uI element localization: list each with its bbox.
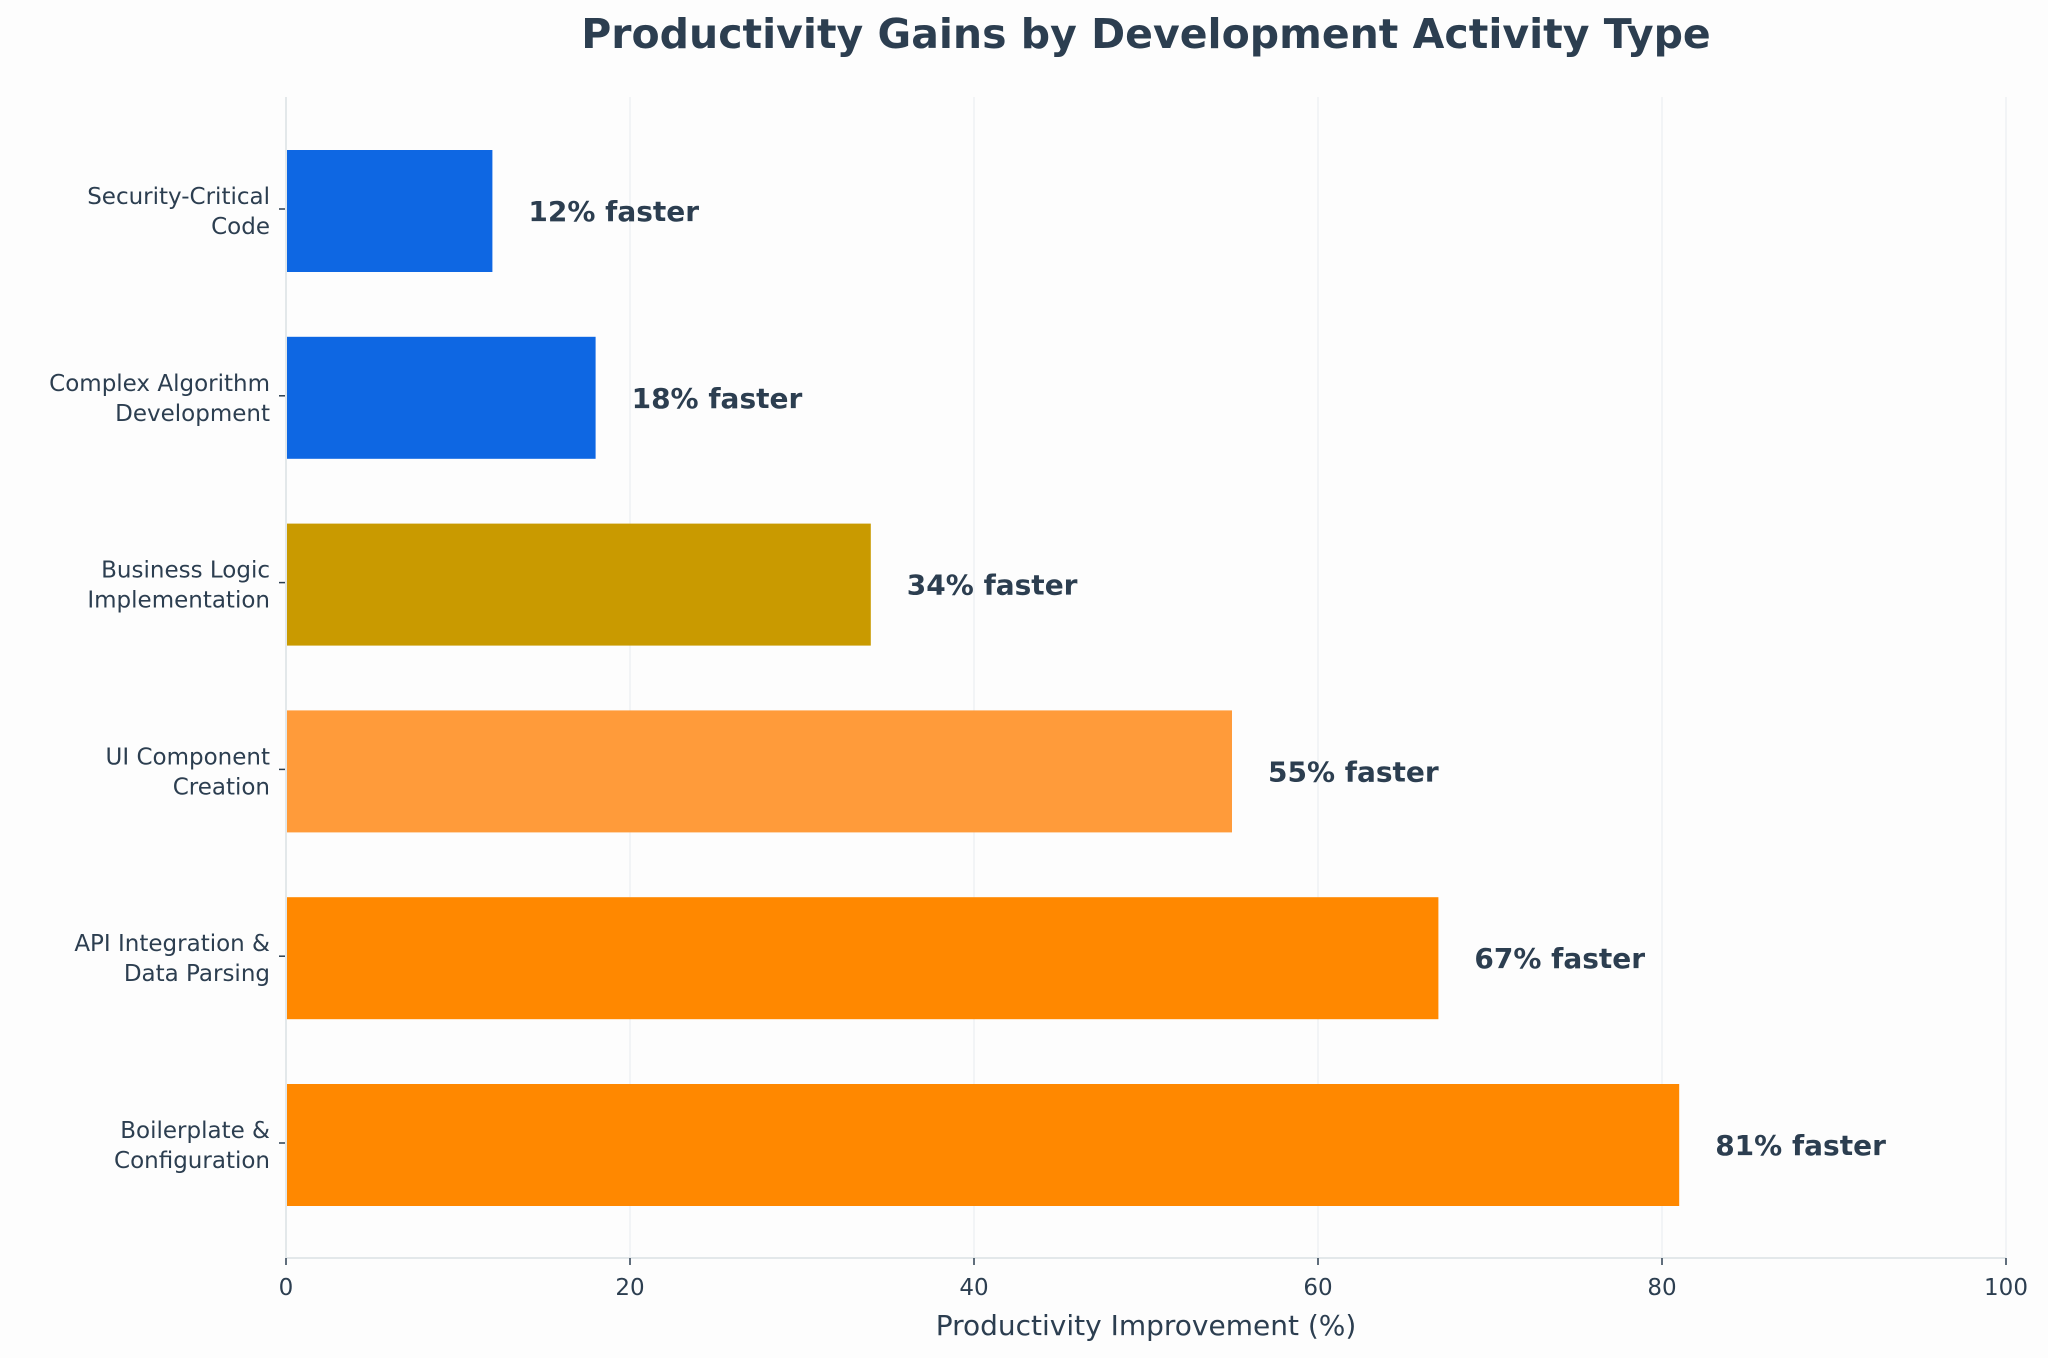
y-tick-label: API Integration & Data Parsing xyxy=(74,931,270,987)
y-tick-label: Complex Algorithm Development xyxy=(49,371,270,427)
x-tick-label: 80 xyxy=(1647,1275,1676,1301)
y-tick-label-line: Business Logic xyxy=(101,558,270,584)
data-label: 18% faster xyxy=(632,382,803,415)
y-tick-label-line: Security-Critical xyxy=(87,184,270,210)
y-tick-label: Boilerplate & Configuration xyxy=(114,1118,270,1174)
x-tick-label: 20 xyxy=(615,1275,644,1301)
gridlines xyxy=(285,97,2007,1258)
data-labels: 12% faster 18% faster 34% faster 55% faster… xyxy=(528,195,1886,1162)
y-tick-label-line: Configuration xyxy=(114,1148,270,1174)
bar xyxy=(286,523,871,646)
bar xyxy=(286,710,1232,833)
y-tick-label: Business Logic Implementation xyxy=(87,558,270,614)
y-tick-label-line: Implementation xyxy=(87,588,270,614)
y-axis-ticks: Security-Critical Code Complex Algorithm De… xyxy=(49,184,285,1174)
data-label: 55% faster xyxy=(1268,755,1439,788)
y-tick-label-line: Code xyxy=(211,214,270,240)
y-tick-label-line: Development xyxy=(115,401,270,427)
bar xyxy=(286,1084,1680,1206)
y-tick-label-line: UI Component xyxy=(106,744,270,770)
x-tick-label: 60 xyxy=(1303,1275,1332,1301)
bars xyxy=(286,150,1680,1206)
x-axis-label: Productivity Improvement (%) xyxy=(936,1309,1357,1342)
chart-title: Productivity Gains by Development Activi… xyxy=(581,10,1710,58)
y-tick-label-line: Complex Algorithm xyxy=(49,371,270,397)
bar xyxy=(286,336,596,459)
y-tick-label: Security-Critical Code xyxy=(87,184,270,240)
y-tick-label-line: Data Parsing xyxy=(124,961,270,987)
data-label: 81% faster xyxy=(1715,1129,1886,1162)
x-tick-label: 100 xyxy=(1984,1275,2028,1301)
bar xyxy=(286,150,493,272)
x-tick-label: 40 xyxy=(959,1275,988,1301)
bar xyxy=(286,897,1439,1020)
y-tick-label-line: API Integration & xyxy=(74,931,270,957)
y-tick-label-line: Boilerplate & xyxy=(120,1118,270,1144)
x-tick-label: 0 xyxy=(279,1275,294,1301)
data-label: 12% faster xyxy=(528,195,699,228)
data-label: 34% faster xyxy=(907,569,1078,602)
x-axis-ticks: 0 20 40 60 80 100 xyxy=(279,1258,2028,1301)
y-tick-label-line: Creation xyxy=(173,774,270,800)
y-tick-label: UI Component Creation xyxy=(106,744,270,800)
data-label: 67% faster xyxy=(1474,942,1645,975)
axis-spines xyxy=(285,97,2006,1259)
